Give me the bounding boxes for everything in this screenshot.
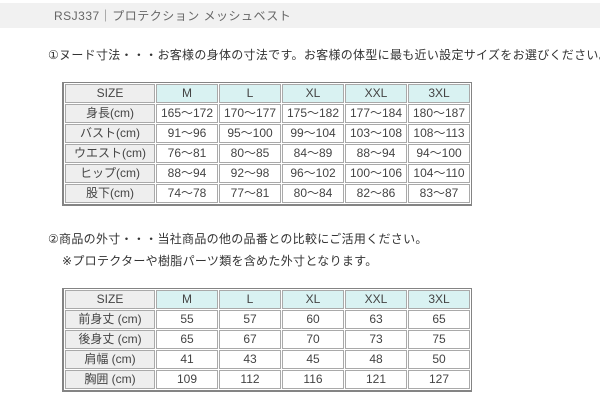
cell: 99〜104 xyxy=(282,124,344,143)
cell: 165〜172 xyxy=(156,104,218,123)
cell: 63 xyxy=(345,310,407,329)
cell: 45 xyxy=(282,350,344,369)
cell: 80〜84 xyxy=(282,184,344,203)
cell: 96〜102 xyxy=(282,164,344,183)
cell: 94〜100 xyxy=(408,144,470,163)
cell: 103〜108 xyxy=(345,124,407,143)
cell: 177〜184 xyxy=(345,104,407,123)
cell: 43 xyxy=(219,350,281,369)
product-title-bar: RSJ337｜プロテクション メッシュベスト xyxy=(0,3,600,28)
cell: 175〜182 xyxy=(282,104,344,123)
column-header-xl: XL xyxy=(282,84,344,103)
cell: 104〜110 xyxy=(408,164,470,183)
outer-size-table: SIZE M L XL XXL 3XL 前身丈 (cm) 55 57 60 63… xyxy=(62,288,472,392)
column-header-l: L xyxy=(219,290,281,309)
table-row-shoulder-width: 肩幅 (cm) 41 43 45 48 50 xyxy=(65,350,470,369)
cell: 76〜81 xyxy=(156,144,218,163)
table-header-row: SIZE M L XL XXL 3XL xyxy=(65,84,470,103)
row-label: 後身丈 (cm) xyxy=(65,330,155,349)
row-label: バスト(cm) xyxy=(65,124,155,143)
column-header-xxl: XXL xyxy=(345,84,407,103)
table-row-inseam: 股下(cm) 74〜78 77〜81 80〜84 82〜86 83〜87 xyxy=(65,184,470,203)
row-label: 肩幅 (cm) xyxy=(65,350,155,369)
cell: 95〜100 xyxy=(219,124,281,143)
table-header-row: SIZE M L XL XXL 3XL xyxy=(65,290,470,309)
cell: 83〜87 xyxy=(408,184,470,203)
cell: 75 xyxy=(408,330,470,349)
table-row-chest: 胸囲 (cm) 109 112 116 121 127 xyxy=(65,370,470,389)
row-label: ウエスト(cm) xyxy=(65,144,155,163)
column-header-3xl: 3XL xyxy=(408,290,470,309)
row-label: 胸囲 (cm) xyxy=(65,370,155,389)
cell: 50 xyxy=(408,350,470,369)
column-header-size: SIZE xyxy=(65,84,155,103)
cell: 55 xyxy=(156,310,218,329)
cell: 70 xyxy=(282,330,344,349)
row-label: 前身丈 (cm) xyxy=(65,310,155,329)
cell: 82〜86 xyxy=(345,184,407,203)
cell: 109 xyxy=(156,370,218,389)
cell: 65 xyxy=(156,330,218,349)
cell: 41 xyxy=(156,350,218,369)
cell: 57 xyxy=(219,310,281,329)
column-header-xl: XL xyxy=(282,290,344,309)
cell: 84〜89 xyxy=(282,144,344,163)
cell: 121 xyxy=(345,370,407,389)
outer-size-intro: ②商品の外寸・・・当社商品の他の品番との比較にご活用ください。 xyxy=(48,232,428,246)
row-label: 身長(cm) xyxy=(65,104,155,123)
cell: 112 xyxy=(219,370,281,389)
cell: 67 xyxy=(219,330,281,349)
column-header-m: M xyxy=(156,290,218,309)
cell: 180〜187 xyxy=(408,104,470,123)
cell: 77〜81 xyxy=(219,184,281,203)
cell: 60 xyxy=(282,310,344,329)
cell: 88〜94 xyxy=(345,144,407,163)
cell: 73 xyxy=(345,330,407,349)
table-row-waist: ウエスト(cm) 76〜81 80〜85 84〜89 88〜94 94〜100 xyxy=(65,144,470,163)
column-header-xxl: XXL xyxy=(345,290,407,309)
cell: 91〜96 xyxy=(156,124,218,143)
table-row-bust: バスト(cm) 91〜96 95〜100 99〜104 103〜108 108〜… xyxy=(65,124,470,143)
cell: 92〜98 xyxy=(219,164,281,183)
table-row-height: 身長(cm) 165〜172 170〜177 175〜182 177〜184 1… xyxy=(65,104,470,123)
cell: 108〜113 xyxy=(408,124,470,143)
row-label: 股下(cm) xyxy=(65,184,155,203)
cell: 170〜177 xyxy=(219,104,281,123)
cell: 116 xyxy=(282,370,344,389)
table-row-back-length: 後身丈 (cm) 65 67 70 73 75 xyxy=(65,330,470,349)
cell: 74〜78 xyxy=(156,184,218,203)
cell: 48 xyxy=(345,350,407,369)
column-header-m: M xyxy=(156,84,218,103)
nude-size-table: SIZE M L XL XXL 3XL 身長(cm) 165〜172 170〜1… xyxy=(62,82,472,206)
cell: 80〜85 xyxy=(219,144,281,163)
table-row-hip: ヒップ(cm) 88〜94 92〜98 96〜102 100〜106 104〜1… xyxy=(65,164,470,183)
table-row-front-length: 前身丈 (cm) 55 57 60 63 65 xyxy=(65,310,470,329)
column-header-size: SIZE xyxy=(65,290,155,309)
cell: 65 xyxy=(408,310,470,329)
column-header-3xl: 3XL xyxy=(408,84,470,103)
column-header-l: L xyxy=(219,84,281,103)
cell: 127 xyxy=(408,370,470,389)
product-title: RSJ337｜プロテクション メッシュベスト xyxy=(54,9,292,23)
cell: 100〜106 xyxy=(345,164,407,183)
cell: 88〜94 xyxy=(156,164,218,183)
row-label: ヒップ(cm) xyxy=(65,164,155,183)
nude-size-intro: ①ヌード寸法・・・お客様の身体の寸法です。お客様の体型に最も近い設定サイズをお選… xyxy=(48,48,600,62)
outer-size-note: ※プロテクターや樹脂パーツ類を含めた外寸となります。 xyxy=(62,254,378,268)
